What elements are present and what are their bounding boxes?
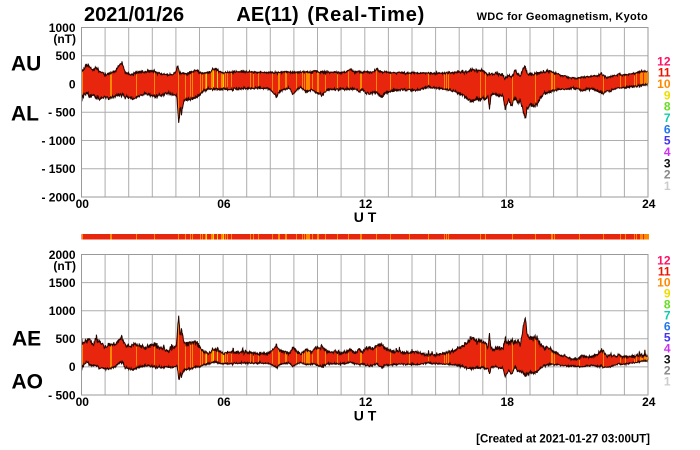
svg-text:AO: AO bbox=[12, 371, 44, 394]
svg-text:06: 06 bbox=[217, 197, 231, 211]
svg-text:12: 12 bbox=[657, 253, 671, 267]
svg-text:AE(11): AE(11) bbox=[236, 4, 298, 26]
svg-text:4: 4 bbox=[664, 145, 671, 159]
svg-text:2021/01/26: 2021/01/26 bbox=[84, 4, 184, 26]
svg-text:06: 06 bbox=[217, 395, 231, 409]
svg-text:(nT): (nT) bbox=[53, 32, 76, 46]
svg-text:6: 6 bbox=[664, 320, 671, 334]
svg-text:18: 18 bbox=[501, 197, 515, 211]
svg-text:500: 500 bbox=[55, 332, 75, 346]
svg-text:- 500: - 500 bbox=[48, 106, 76, 120]
svg-text:24: 24 bbox=[642, 395, 656, 409]
svg-text:12: 12 bbox=[359, 395, 373, 409]
svg-text:24: 24 bbox=[642, 197, 656, 211]
svg-text:9: 9 bbox=[664, 286, 671, 300]
svg-text:WDC for Geomagnetism, Kyoto: WDC for Geomagnetism, Kyoto bbox=[477, 11, 648, 23]
svg-text:12: 12 bbox=[657, 54, 671, 68]
svg-text:(Real-Time): (Real-Time) bbox=[307, 4, 425, 26]
svg-text:18: 18 bbox=[501, 395, 515, 409]
svg-text:AU: AU bbox=[11, 53, 41, 76]
svg-text:9: 9 bbox=[664, 88, 671, 102]
svg-text:00: 00 bbox=[76, 395, 90, 409]
svg-text:2000: 2000 bbox=[49, 248, 76, 262]
svg-text:[Created at 2021-01-27 03:00UT: [Created at 2021-01-27 03:00UT] bbox=[476, 433, 650, 445]
svg-text:AE: AE bbox=[12, 327, 41, 350]
svg-text:1: 1 bbox=[664, 179, 671, 193]
svg-text:11: 11 bbox=[658, 264, 671, 278]
svg-text:4: 4 bbox=[664, 342, 671, 356]
svg-text:00: 00 bbox=[76, 197, 90, 211]
svg-text:0: 0 bbox=[69, 360, 76, 374]
svg-text:8: 8 bbox=[664, 100, 671, 114]
svg-text:8: 8 bbox=[664, 297, 671, 311]
svg-text:U T: U T bbox=[354, 209, 377, 225]
svg-text:500: 500 bbox=[55, 49, 75, 63]
svg-text:1500: 1500 bbox=[49, 276, 76, 290]
svg-text:5: 5 bbox=[664, 331, 671, 345]
svg-text:- 500: - 500 bbox=[48, 388, 76, 402]
svg-text:2: 2 bbox=[664, 168, 671, 182]
svg-text:5: 5 bbox=[664, 134, 671, 148]
svg-text:7: 7 bbox=[664, 111, 671, 125]
svg-text:- 2000: - 2000 bbox=[41, 190, 75, 204]
svg-text:1: 1 bbox=[664, 375, 671, 389]
svg-text:2: 2 bbox=[664, 364, 671, 378]
svg-text:- 1000: - 1000 bbox=[41, 134, 75, 148]
svg-text:10: 10 bbox=[657, 77, 671, 91]
svg-text:AL: AL bbox=[11, 103, 39, 126]
svg-text:U T: U T bbox=[354, 408, 377, 424]
svg-text:1000: 1000 bbox=[49, 21, 76, 35]
svg-text:6: 6 bbox=[664, 122, 671, 136]
svg-text:3: 3 bbox=[664, 156, 671, 170]
svg-text:1000: 1000 bbox=[49, 304, 76, 318]
svg-text:11: 11 bbox=[658, 66, 671, 80]
svg-text:3: 3 bbox=[664, 353, 671, 367]
svg-text:7: 7 bbox=[664, 308, 671, 322]
svg-text:0: 0 bbox=[69, 77, 76, 91]
svg-text:(nT): (nT) bbox=[53, 259, 76, 273]
svg-text:- 1500: - 1500 bbox=[41, 162, 75, 176]
svg-text:10: 10 bbox=[657, 275, 671, 289]
svg-text:12: 12 bbox=[359, 197, 373, 211]
